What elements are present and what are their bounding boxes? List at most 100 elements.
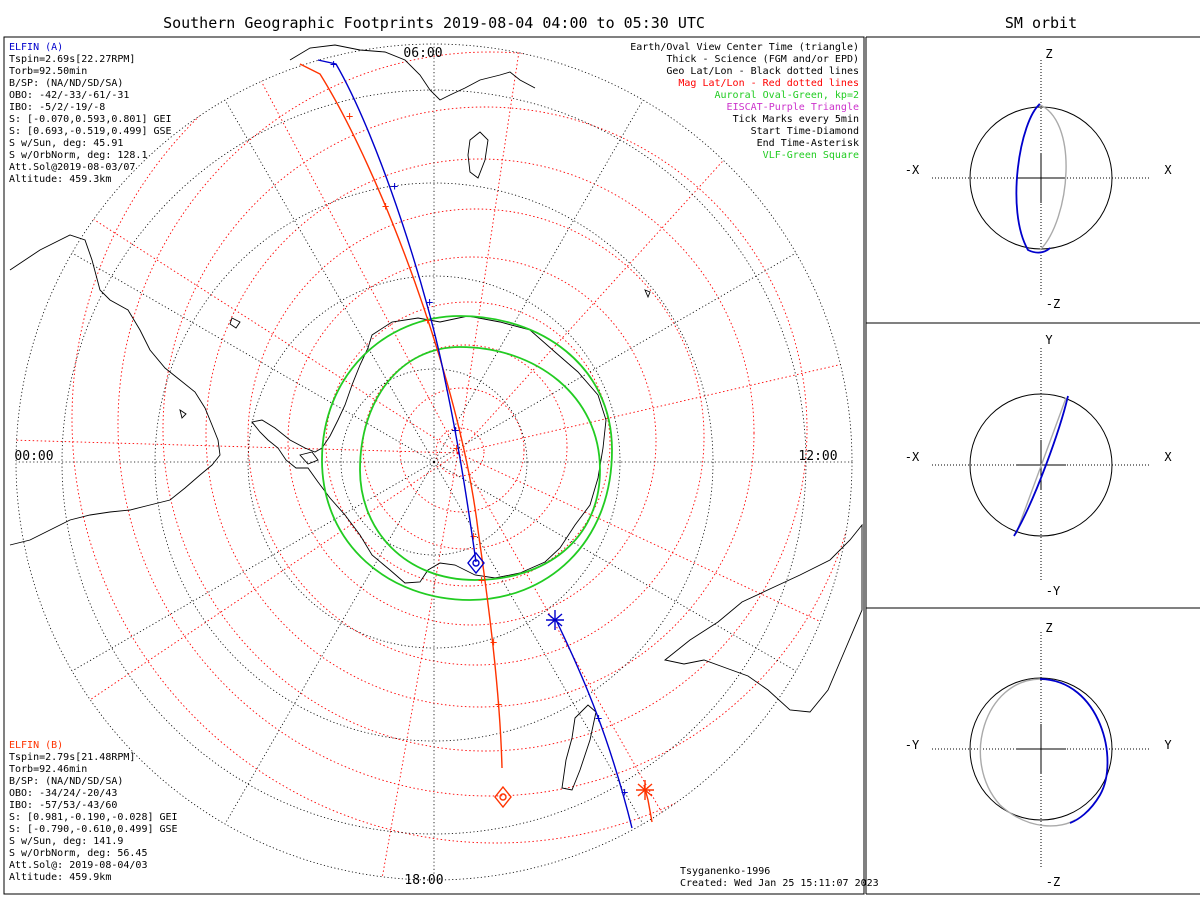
elfin-b-line: OBO: -34/24/-20/43 bbox=[9, 788, 117, 799]
elfin-a-line: ELFIN (A) bbox=[9, 42, 63, 53]
africa-coast bbox=[289, 44, 536, 101]
geo-meridian bbox=[433, 461, 644, 825]
elfin-a-line: Att.Sol@2019-08-03/07 bbox=[9, 162, 135, 173]
axis-label-down: -Z bbox=[1046, 297, 1060, 311]
track-elfin-b: + + + + + + + + bbox=[299, 63, 654, 823]
legend: Earth/Oval View Center Time (triangle) T… bbox=[630, 42, 859, 161]
elfin-b-line: Altitude: 459.9km bbox=[9, 872, 111, 883]
mag-grid bbox=[16, 44, 852, 880]
elfin-b-line: ELFIN (B) bbox=[9, 740, 63, 751]
legend-entry: Mag Lat/Lon - Red dotted lines bbox=[678, 78, 859, 89]
geo-lat-circle bbox=[340, 368, 528, 556]
track-elfin-a: + + + + + + bbox=[317, 57, 633, 829]
elfin-b-line: Att.Sol@: 2019-08-04/03 bbox=[9, 860, 147, 871]
legend-entry: Auroral Oval-Green, kp=2 bbox=[715, 90, 860, 101]
elfin-b-line: S w/Sun, deg: 141.9 bbox=[9, 836, 123, 847]
geo-meridian bbox=[433, 461, 797, 672]
track-a-start-diamond bbox=[467, 551, 485, 575]
legend-entry: Geo Lat/Lon - Black dotted lines bbox=[666, 66, 859, 77]
mag-lat-circle bbox=[247, 208, 705, 666]
mag-lat-circle bbox=[287, 256, 657, 626]
credits: Tsyganenko-1996 Created: Wed Jan 25 15:1… bbox=[680, 866, 879, 889]
axis-label-left: -X bbox=[905, 450, 920, 464]
new-zealand-coast bbox=[561, 704, 597, 791]
orbit-trace-blue bbox=[1039, 678, 1109, 824]
elfin-a-line: Torb=92.50min bbox=[9, 66, 87, 77]
map-boundary bbox=[15, 43, 853, 881]
elfin-a-line: IBO: -5/2/-19/-8 bbox=[9, 102, 105, 113]
time-label-left: 00:00 bbox=[14, 449, 53, 464]
auroral-oval bbox=[321, 315, 613, 601]
legend-entry: End Time-Asterisk bbox=[757, 138, 859, 149]
track-b-ticks: + + + + + + + + bbox=[346, 109, 504, 711]
time-label-right: 12:00 bbox=[798, 449, 837, 464]
map-frame bbox=[3, 36, 865, 895]
elfin-a-line: B/SP: (NA/ND/SD/SA) bbox=[9, 78, 123, 89]
mag-lat-circle bbox=[435, 427, 485, 477]
elfin-b-line: B/SP: (NA/ND/SD/SA) bbox=[9, 776, 123, 787]
track-elfin-b-line bbox=[299, 63, 503, 769]
time-label-top: 06:00 bbox=[403, 46, 442, 61]
sm-panel-yz: Z -Z -Y Y bbox=[905, 621, 1173, 889]
orbit-trace-gray bbox=[979, 678, 1076, 827]
axis-label-down: -Y bbox=[1046, 584, 1061, 598]
geo-lat-circle bbox=[154, 182, 714, 742]
track-a-start-dot bbox=[472, 559, 480, 567]
axis-dotted bbox=[932, 60, 1150, 295]
elfin-b-line: S: [0.981,-0.190,-0.028] GEI bbox=[9, 812, 178, 823]
elfin-b-line: Torb=92.46min bbox=[9, 764, 87, 775]
track-a-end-asterisk bbox=[546, 610, 564, 630]
mag-lat-circle bbox=[325, 301, 611, 587]
elfin-a-line: S: [-0.070,0.593,0.801] GEI bbox=[9, 114, 172, 125]
sm-panel-xz: Z -Z -X X bbox=[905, 47, 1173, 311]
axis-label-left: -X bbox=[905, 163, 920, 177]
elfin-a-line: S: [0.693,-0.519,0.499] GSE bbox=[9, 126, 172, 137]
elfin-b-info: ELFIN (B) Tspin=2.79s[21.48RPM] Torb=92.… bbox=[9, 740, 178, 883]
track-elfin-a-line bbox=[317, 59, 477, 563]
track-a-ticks: + + + + + + bbox=[330, 57, 628, 799]
island-2 bbox=[179, 408, 187, 419]
elfin-a-line: OBO: -42/-33/-61/-31 bbox=[9, 90, 129, 101]
elfin-a-info: ELFIN (A) Tspin=2.69s[22.27RPM] Torb=92.… bbox=[9, 42, 172, 185]
elfin-b-line: IBO: -57/53/-43/60 bbox=[9, 800, 117, 811]
mag-meridian bbox=[457, 452, 852, 641]
geo-meridian bbox=[71, 252, 435, 463]
geo-meridian bbox=[71, 461, 435, 672]
axis-label-right: Y bbox=[1164, 738, 1172, 752]
axis-label-up: Y bbox=[1045, 333, 1053, 347]
geo-meridian bbox=[224, 461, 435, 825]
mag-lat-circle bbox=[205, 158, 755, 708]
elfin-b-line: Tspin=2.79s[21.48RPM] bbox=[9, 752, 135, 763]
time-label-bottom: 18:00 bbox=[404, 873, 443, 888]
axis-label-up: Z bbox=[1045, 47, 1052, 61]
antarctica-coast bbox=[251, 315, 607, 584]
track-b-end-asterisk bbox=[636, 780, 654, 800]
polar-map: + + + + + + + + bbox=[9, 43, 863, 888]
legend-entry: Start Time-Diamond bbox=[751, 126, 859, 137]
geo-grid bbox=[16, 44, 852, 880]
geo-meridian bbox=[433, 252, 797, 463]
axis-label-left: -Y bbox=[905, 738, 920, 752]
axis-label-down: -Z bbox=[1046, 875, 1060, 889]
elfin-b-line: S w/OrbNorm, deg: 56.45 bbox=[9, 848, 147, 859]
auroral-oval-outer bbox=[321, 315, 613, 601]
elfin-a-line: S w/Sun, deg: 45.91 bbox=[9, 138, 123, 149]
mag-meridian bbox=[59, 452, 459, 721]
island-4 bbox=[644, 289, 651, 299]
island-1 bbox=[229, 317, 241, 329]
geo-lat-circle bbox=[247, 275, 621, 649]
plot-title: Southern Geographic Footprints 2019-08-0… bbox=[163, 14, 705, 32]
track-b-start-dot bbox=[499, 793, 507, 801]
axis-dotted bbox=[932, 632, 1150, 868]
orbit-trace-blue bbox=[1013, 395, 1069, 537]
madagascar-coast bbox=[467, 131, 489, 179]
mag-meridian bbox=[457, 359, 852, 454]
geo-meridian bbox=[224, 99, 435, 463]
mag-meridian bbox=[39, 184, 459, 454]
axis-label-right: X bbox=[1164, 450, 1172, 464]
island-3 bbox=[299, 451, 319, 465]
mag-meridian bbox=[457, 452, 701, 880]
mag-lat-circle bbox=[117, 51, 852, 797]
south-america-coast bbox=[9, 234, 221, 546]
